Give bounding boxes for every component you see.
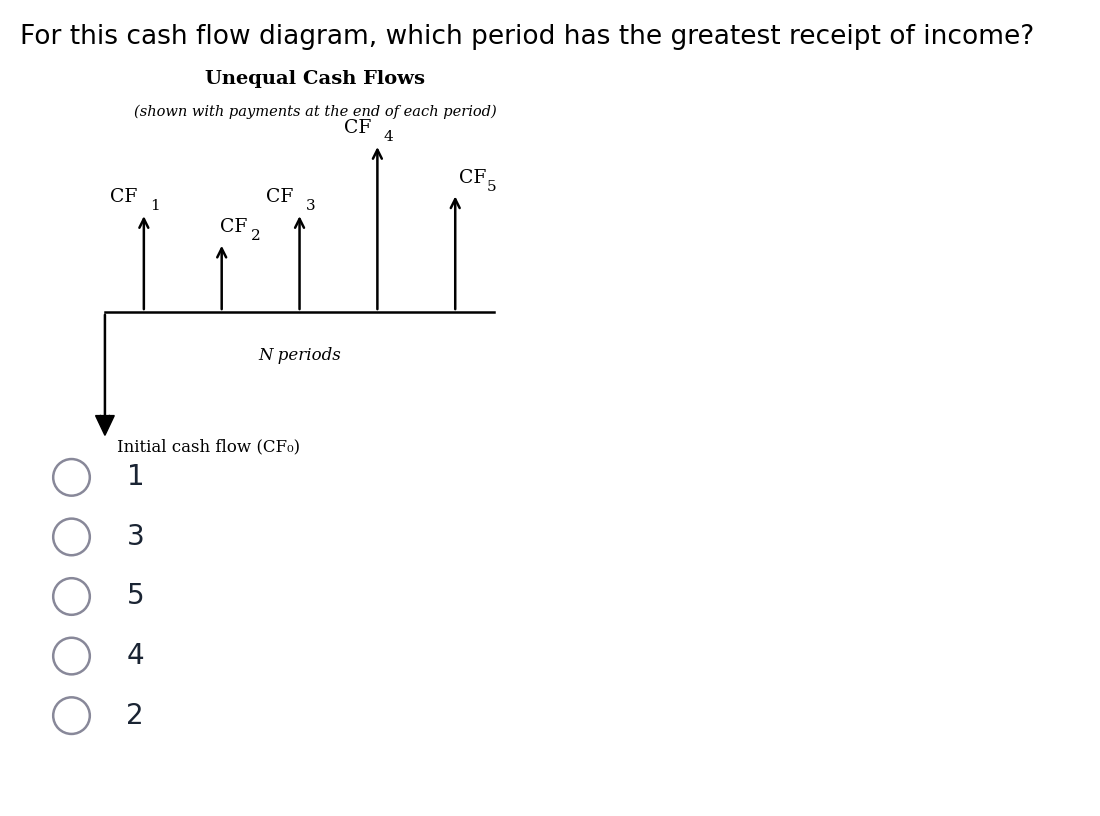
Text: 5: 5: [126, 583, 144, 610]
Text: CF: CF: [459, 169, 486, 187]
Text: CF: CF: [266, 188, 294, 206]
Text: 4: 4: [126, 642, 144, 670]
Text: Unequal Cash Flows: Unequal Cash Flows: [205, 70, 425, 88]
Text: CF: CF: [110, 188, 138, 206]
Text: 4: 4: [384, 131, 394, 144]
Text: N periods: N periods: [258, 347, 341, 363]
Text: 2: 2: [126, 702, 144, 730]
Text: (shown with payments at the end of each period): (shown with payments at the end of each …: [134, 104, 496, 119]
Polygon shape: [96, 415, 114, 435]
Text: CF: CF: [344, 119, 371, 137]
Text: 3: 3: [306, 199, 316, 213]
Text: 2: 2: [251, 229, 261, 243]
Text: CF: CF: [220, 218, 248, 236]
Text: 3: 3: [126, 523, 144, 551]
Text: Initial cash flow (CF₀): Initial cash flow (CF₀): [117, 438, 299, 455]
Text: For this cash flow diagram, which period has the greatest receipt of income?: For this cash flow diagram, which period…: [20, 24, 1034, 51]
Text: 5: 5: [487, 180, 497, 193]
Text: 1: 1: [126, 463, 144, 491]
Text: 1: 1: [150, 199, 160, 213]
